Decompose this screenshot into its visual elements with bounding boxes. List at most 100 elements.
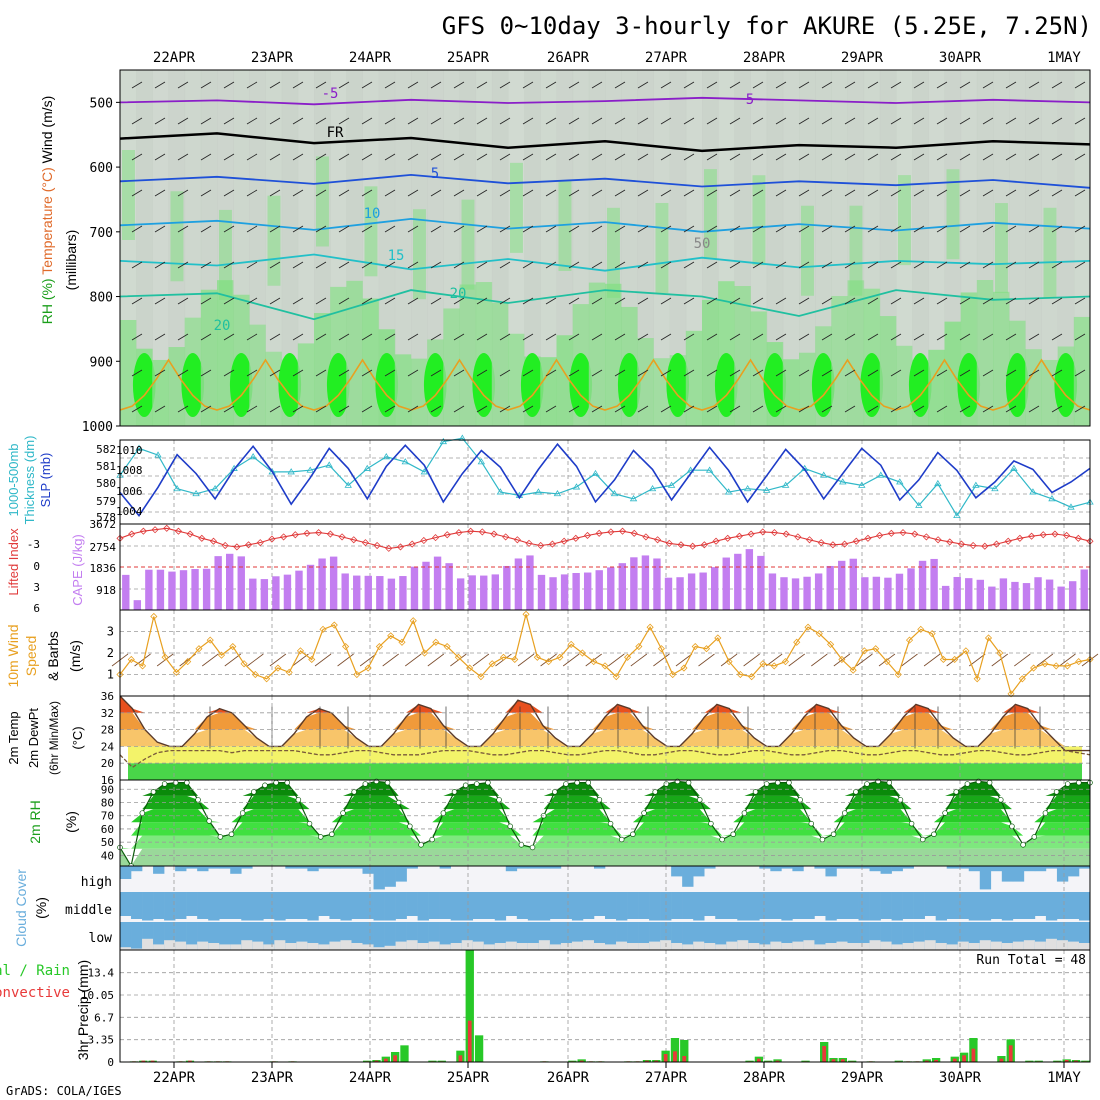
rh-moist-cell bbox=[558, 180, 572, 271]
cape-bar bbox=[607, 567, 615, 610]
wind-barb bbox=[867, 81, 879, 89]
cloud-cell-low bbox=[516, 943, 529, 950]
wind-tick-label: 2 bbox=[107, 646, 114, 660]
lifted-index-point bbox=[431, 534, 440, 542]
lifted-index-point bbox=[361, 539, 369, 547]
cloud-cell-high bbox=[1023, 866, 1036, 872]
wind-barb bbox=[706, 261, 718, 269]
cloud-cell-middle bbox=[1067, 892, 1080, 919]
thickness-point bbox=[154, 451, 162, 458]
wind-speed-point bbox=[849, 666, 857, 674]
cloud-cell-low bbox=[627, 943, 639, 950]
wind-barb bbox=[1005, 225, 1017, 233]
wind-speed-point bbox=[804, 623, 812, 631]
wind-barb bbox=[890, 261, 902, 269]
wind-barb bbox=[936, 117, 948, 125]
cloud-cell-low bbox=[979, 940, 992, 950]
wind-barb bbox=[1051, 405, 1063, 413]
wind-barb bbox=[867, 405, 879, 413]
temp-tick-label: 16 bbox=[101, 774, 114, 787]
wind-barb bbox=[361, 117, 373, 125]
top-date-label: 24APR bbox=[349, 50, 392, 66]
lifted-tick-label: 6 bbox=[33, 602, 40, 615]
rh-moist-column bbox=[588, 282, 606, 426]
lifted-tick-label: 0 bbox=[33, 560, 40, 573]
lifted-index-point bbox=[455, 529, 463, 537]
wind-tick-label: 1 bbox=[107, 668, 114, 682]
wind-barb bbox=[562, 653, 580, 667]
wind-barb bbox=[131, 189, 143, 197]
lifted-index-point bbox=[922, 533, 930, 541]
wind-barb bbox=[614, 333, 626, 341]
lifted-index-point bbox=[992, 540, 1001, 548]
wind-barb bbox=[614, 153, 626, 161]
cape-tick-label: 918 bbox=[96, 584, 116, 597]
wind-barb bbox=[361, 333, 373, 341]
lifted-index-line bbox=[119, 527, 1091, 549]
wind-barb bbox=[1028, 261, 1040, 269]
precip-frame bbox=[119, 949, 1091, 1063]
cloud-cell-low-bg bbox=[847, 922, 859, 950]
wind-barb bbox=[752, 189, 764, 197]
cloud-cell-high bbox=[869, 866, 881, 872]
wind10m-panel: 1 2 3 10m Wind Speed & Barbs (m/s) bbox=[5, 609, 1099, 698]
wind-barb bbox=[338, 117, 350, 125]
wind-barb bbox=[706, 333, 718, 341]
rh2m-unit-label: (%) bbox=[63, 811, 79, 833]
rh-point bbox=[284, 779, 290, 786]
cloud-cell-middle bbox=[384, 892, 396, 921]
wind-barb bbox=[200, 189, 212, 197]
slp-frame bbox=[119, 439, 1091, 525]
cloud-cell-middle bbox=[990, 892, 1003, 919]
wind-barb bbox=[338, 189, 350, 197]
wind-barb bbox=[269, 117, 281, 125]
cloud-cell-low-bg bbox=[307, 922, 319, 950]
wind-barb bbox=[154, 189, 166, 197]
rh-point bbox=[786, 779, 792, 786]
wind-barb bbox=[361, 189, 373, 197]
lifted-index-point bbox=[887, 529, 895, 537]
wind-barb bbox=[154, 225, 166, 233]
rh-point bbox=[317, 834, 324, 840]
wind-barb bbox=[315, 369, 327, 377]
top-date-label: 29APR bbox=[841, 50, 884, 66]
wind-barb bbox=[407, 261, 419, 269]
rh-moist-column bbox=[799, 352, 816, 426]
wind-barb bbox=[177, 225, 189, 233]
lifted-index-point bbox=[829, 541, 837, 549]
wind-barb bbox=[1074, 225, 1086, 233]
rh-moist-column bbox=[217, 280, 234, 426]
cloud-cell-middle bbox=[1001, 892, 1014, 921]
wind-barb bbox=[890, 297, 902, 305]
lifted-index-point bbox=[233, 543, 241, 551]
thickness-point bbox=[211, 484, 219, 492]
wind-barb bbox=[660, 81, 672, 89]
precip-total-bar bbox=[894, 1060, 903, 1062]
cloud-cell-low-bg bbox=[803, 922, 815, 950]
wind-barb bbox=[821, 333, 833, 341]
wind-barb bbox=[1005, 405, 1017, 413]
lifted-index-point bbox=[244, 541, 253, 549]
thickness-point bbox=[496, 488, 505, 495]
wind-barb bbox=[1051, 261, 1063, 269]
cloud-cell-high bbox=[825, 866, 837, 877]
wind-speed-point bbox=[1063, 662, 1072, 670]
cloud-cell-low bbox=[593, 943, 606, 950]
thickness-point bbox=[1029, 488, 1037, 495]
cloud-cell-middle bbox=[428, 892, 440, 919]
rh-moist-column bbox=[443, 308, 460, 426]
wind-barb bbox=[959, 153, 971, 161]
rh-point bbox=[853, 789, 859, 795]
cape-bar bbox=[895, 573, 904, 610]
precip-total-legend: Total / Rain bbox=[0, 963, 70, 979]
upper-air-ylabel-part: RH (%) bbox=[39, 278, 55, 324]
cloud-cell-low bbox=[186, 944, 198, 950]
cloud-cell-high bbox=[527, 866, 540, 869]
cloud-cell-middle bbox=[649, 892, 661, 921]
cloud-cell-middle bbox=[880, 892, 892, 919]
lifted-index-point bbox=[899, 529, 907, 537]
temp-band-cool bbox=[128, 763, 1082, 780]
isotherm-FR bbox=[119, 132, 1091, 153]
wind-barb bbox=[430, 225, 442, 233]
precip-convective-bar bbox=[141, 1060, 146, 1062]
